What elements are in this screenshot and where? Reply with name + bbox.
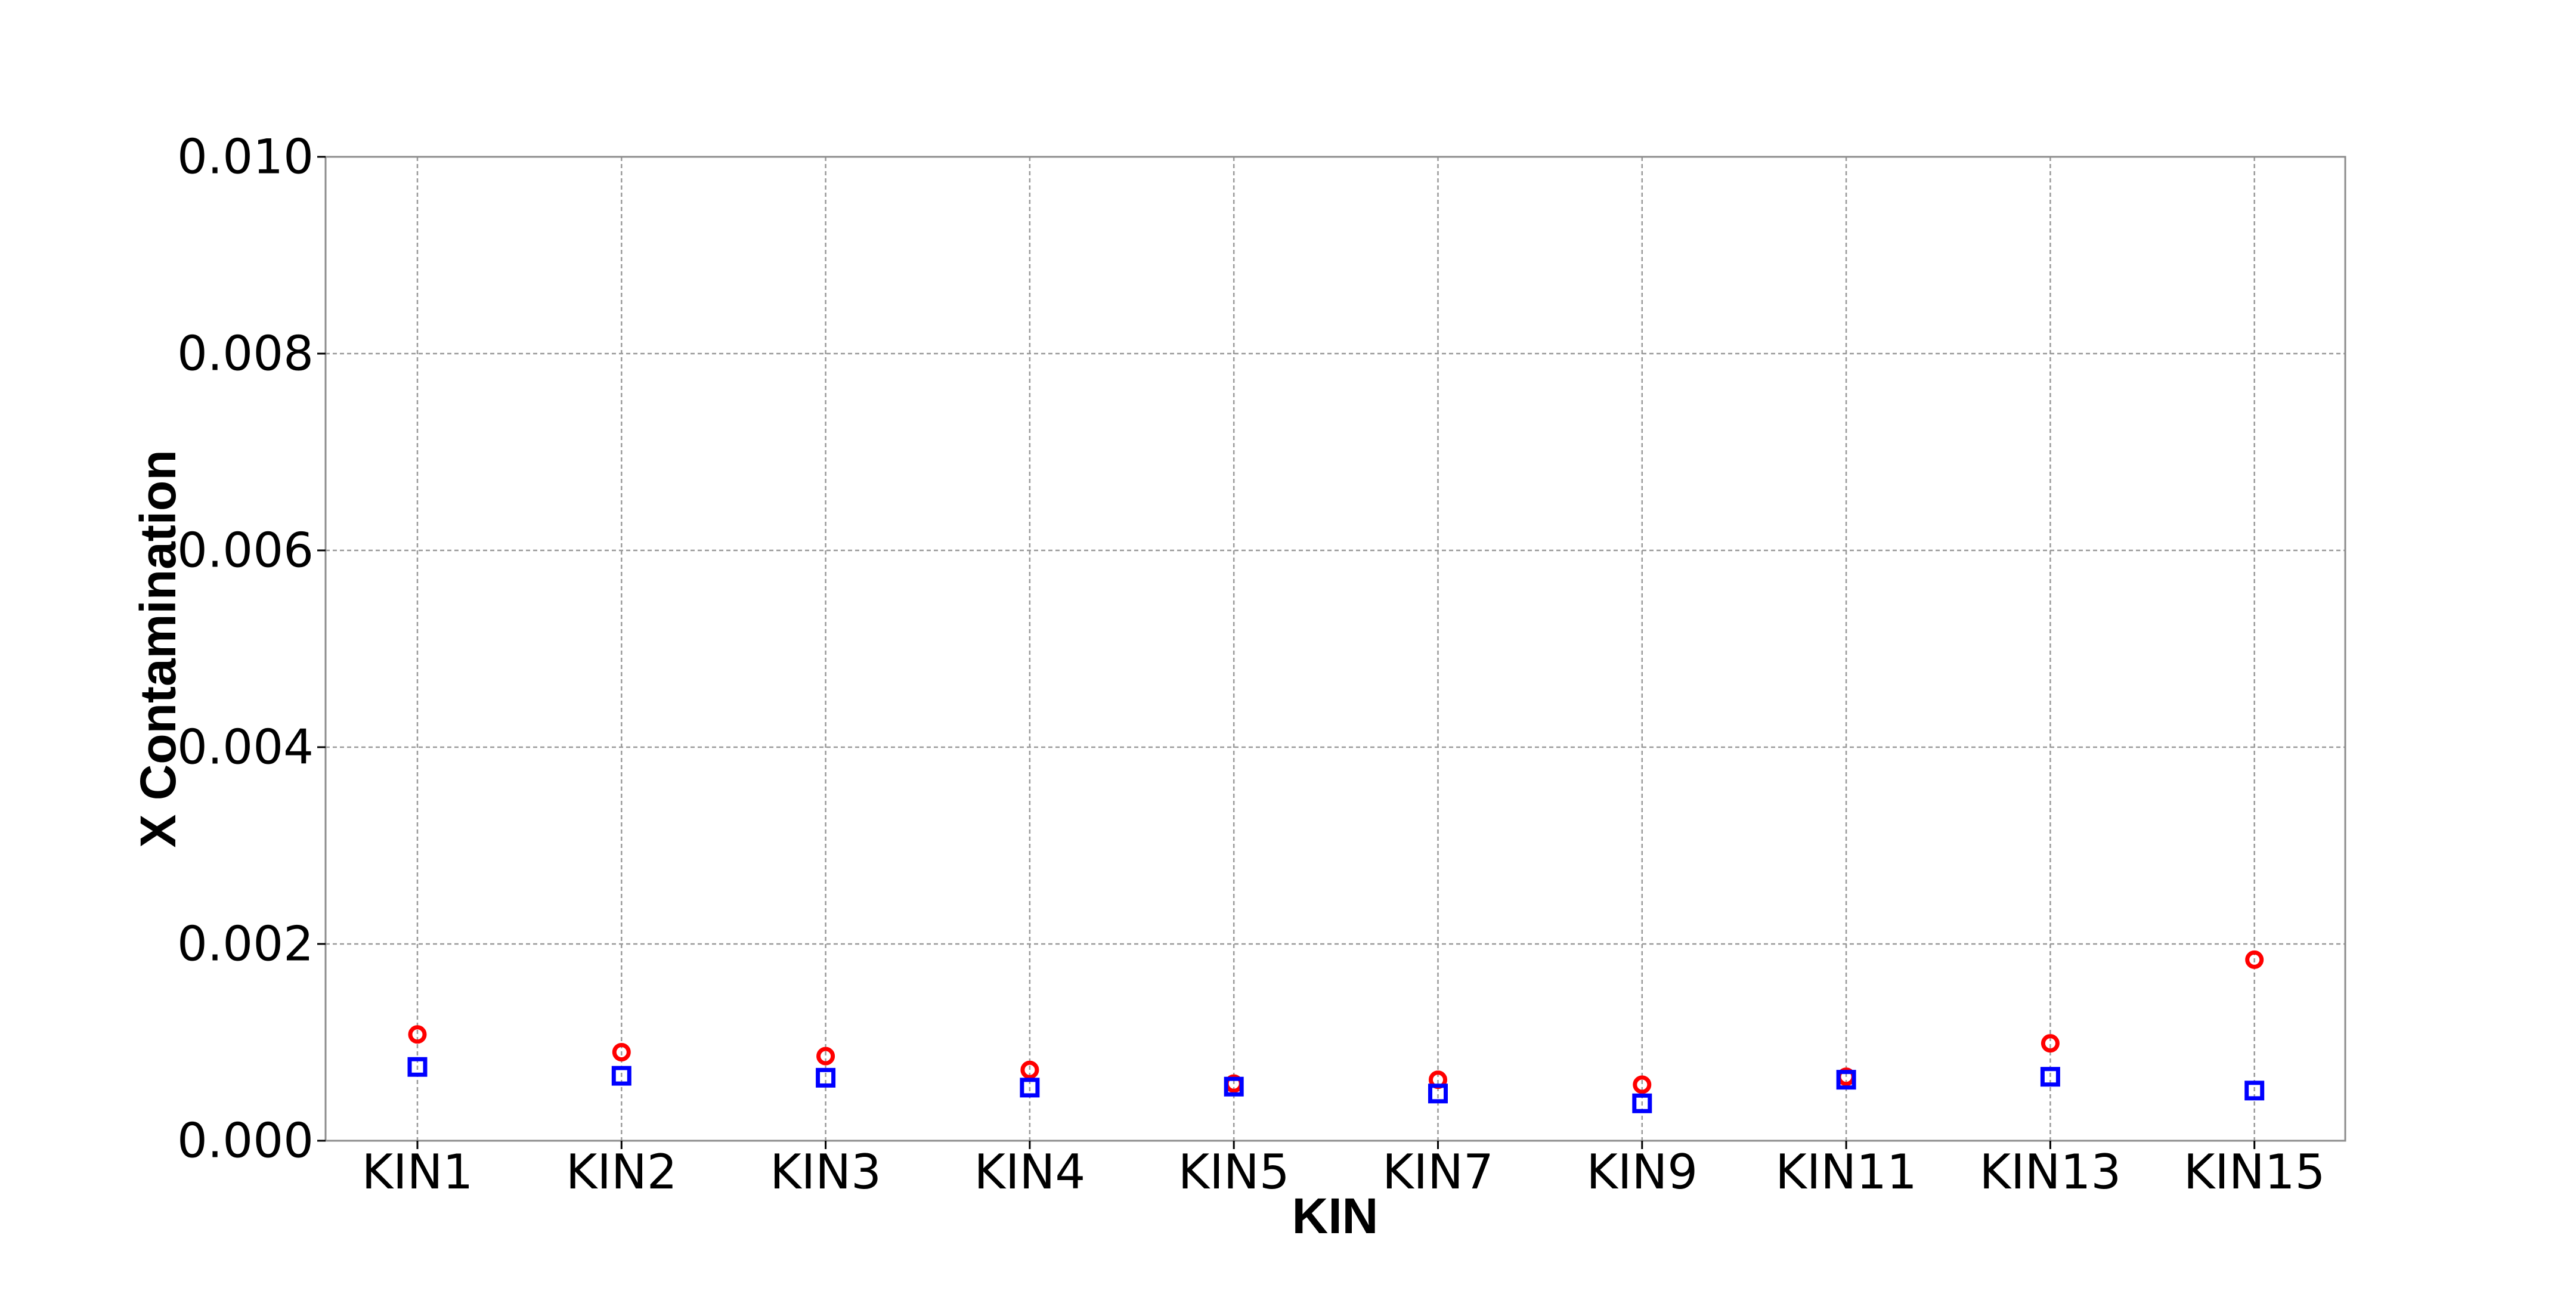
blue-square-point [2040,1067,2060,1087]
red-circle-point [1020,1060,1039,1079]
plot-area [326,157,2345,1141]
x-tick-label: KIN11 [1775,1144,1917,1200]
x-tick-label: KIN1 [362,1144,473,1200]
x-tick-label: KIN9 [1586,1144,1698,1200]
blue-square-point [611,1066,631,1086]
x-tick-label: KIN15 [2184,1144,2326,1200]
y-tick-label: 0.010 [177,129,314,185]
x-tick-label: KIN5 [1178,1144,1290,1200]
y-tick-label: 0.006 [177,523,314,578]
y-tick-label: 0.000 [177,1113,314,1169]
y-axis-label: X Contamination [130,450,186,847]
blue-square-point [1632,1093,1652,1113]
red-circle-point [816,1047,835,1066]
red-circle-point [1633,1075,1652,1094]
blue-square-point [2244,1081,2265,1101]
x-tick-label: KIN3 [770,1144,881,1200]
x-axis-label: KIN [1292,1188,1379,1244]
x-tick-label: KIN13 [1980,1144,2122,1200]
y-tick-label: 0.004 [177,720,314,775]
blue-square-point [1020,1078,1040,1098]
red-circle-point [408,1025,427,1044]
x-tick-labels: KIN1 KIN2 KIN3 KIN4 KIN5 KIN7 KIN9 KIN11 KIN13 KI… [362,1141,2326,1200]
plot-frame [324,156,2346,1142]
x-tick-label: KIN4 [974,1144,1086,1200]
y-tick-label: 0.002 [177,917,314,972]
red-circle-point [2245,950,2264,969]
x-tick-label: KIN2 [566,1144,677,1200]
y-tick-label: 0.008 [177,326,314,382]
red-circle-point [612,1043,631,1061]
blue-square-point [1428,1083,1448,1104]
blue-square-point [1224,1076,1244,1097]
x-tick-label: KIN7 [1382,1144,1494,1200]
data-points [407,950,2265,1113]
blue-square-point [407,1057,428,1077]
y-tick-labels: 0.000 0.002 0.004 0.006 0.008 0.010 [177,129,326,1169]
blue-square-point [816,1067,836,1088]
red-circle-point [2041,1034,2060,1053]
blue-square-point [1836,1070,1856,1090]
